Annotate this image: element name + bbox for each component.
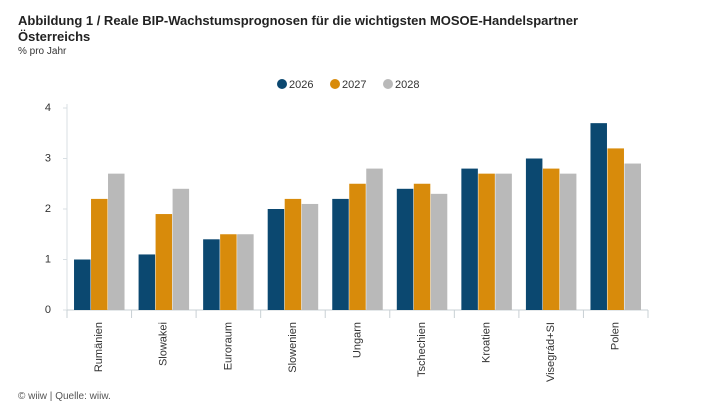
legend-label: 2027 bbox=[342, 79, 366, 91]
x-tick-label: Ungarn bbox=[351, 322, 363, 358]
x-tick-label: Kroatien bbox=[481, 322, 493, 363]
bar bbox=[624, 163, 641, 310]
bar bbox=[138, 254, 156, 310]
bar bbox=[430, 193, 448, 310]
bar bbox=[108, 173, 125, 310]
bar bbox=[74, 259, 91, 310]
bar bbox=[220, 234, 237, 310]
bar bbox=[495, 173, 512, 310]
bar bbox=[332, 198, 349, 310]
bar bbox=[203, 239, 220, 310]
bar bbox=[155, 214, 173, 310]
bar bbox=[301, 203, 319, 310]
y-tick-label: 1 bbox=[45, 253, 51, 265]
x-tick-label: Rumänien bbox=[93, 322, 105, 372]
bar bbox=[607, 148, 624, 310]
x-tick-label: Euroraum bbox=[222, 322, 234, 370]
bar bbox=[542, 168, 560, 310]
bar bbox=[284, 198, 302, 310]
x-tick-label: Slowenien bbox=[287, 322, 299, 373]
y-tick-label: 0 bbox=[45, 304, 51, 316]
bar bbox=[172, 188, 190, 310]
y-tick-label: 2 bbox=[45, 203, 51, 215]
bar bbox=[91, 198, 108, 310]
source-note: © wiiw | Quelle: wiiw. bbox=[18, 391, 111, 402]
bar bbox=[525, 158, 543, 310]
legend-marker bbox=[277, 79, 287, 89]
bar bbox=[590, 123, 607, 311]
y-tick-label: 3 bbox=[45, 152, 51, 164]
legend-label: 2028 bbox=[395, 79, 419, 91]
bar bbox=[349, 183, 366, 310]
legend-marker bbox=[383, 79, 393, 89]
legend-label: 2026 bbox=[289, 79, 313, 91]
x-tick-label: Tschechien bbox=[416, 322, 428, 377]
chart-subtitle: % pro Jahr bbox=[18, 46, 67, 57]
chart-title: Abbildung 1 / Reale BIP-Wachstumsprognos… bbox=[18, 13, 579, 44]
bar bbox=[478, 173, 495, 310]
bar bbox=[559, 173, 577, 310]
bar bbox=[461, 168, 478, 310]
x-tick-label: Slowakei bbox=[158, 322, 170, 366]
y-tick-label: 4 bbox=[45, 102, 51, 114]
legend-marker bbox=[330, 79, 340, 89]
x-tick-label: Visegrád+SI bbox=[545, 322, 557, 382]
bar bbox=[237, 234, 254, 310]
bar bbox=[413, 183, 431, 310]
bar bbox=[267, 209, 285, 310]
bar bbox=[366, 168, 383, 310]
x-tick-label: Polen bbox=[610, 322, 622, 350]
bar bbox=[396, 188, 414, 310]
